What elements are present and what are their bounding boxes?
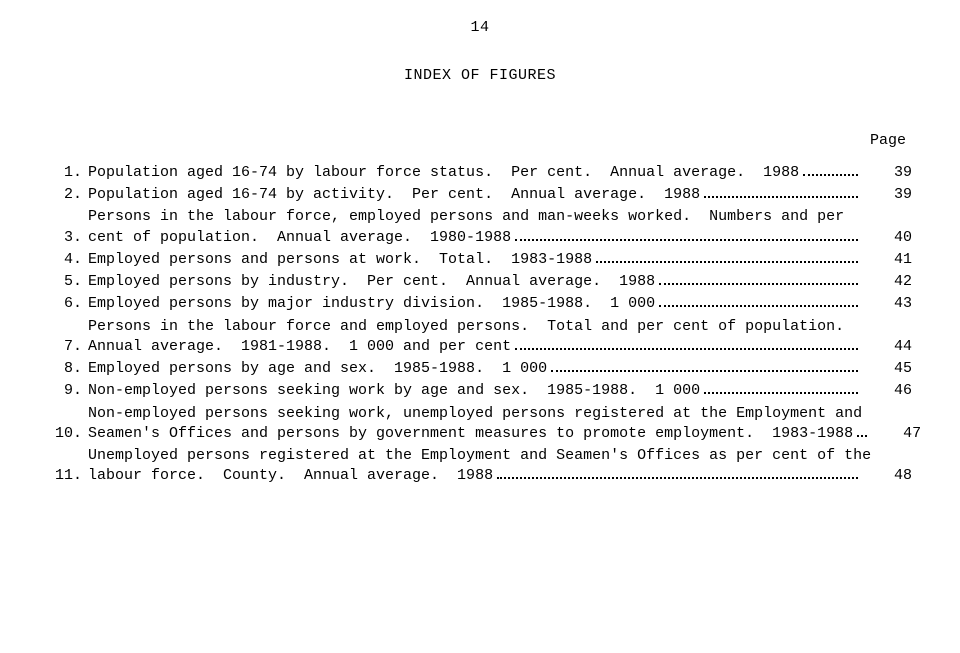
entry-number: 7. xyxy=(48,337,88,357)
entry-page-number: 48 xyxy=(864,466,912,486)
index-entry: 8.Employed persons by age and sex. 1985-… xyxy=(48,359,912,379)
index-title: INDEX OF FIGURES xyxy=(48,66,912,86)
entry-text-line: cent of population. Annual average. 1980… xyxy=(88,228,511,248)
index-entry: 11.Unemployed persons registered at the … xyxy=(48,446,912,487)
entry-text-line: Employed persons and persons at work. To… xyxy=(88,250,592,270)
index-entry: 7.Persons in the labour force and employ… xyxy=(48,317,912,358)
entry-page-number: 39 xyxy=(864,163,912,183)
entry-page-number: 40 xyxy=(864,228,912,248)
dot-leader xyxy=(515,340,858,350)
page-number: 14 xyxy=(48,18,912,38)
dot-leader xyxy=(659,297,858,307)
index-entry: 2.Population aged 16-74 by activity. Per… xyxy=(48,185,912,205)
index-entry: 1.Population aged 16-74 by labour force … xyxy=(48,163,912,183)
entry-text-line: Seamen's Offices and persons by governme… xyxy=(88,424,853,444)
index-entry: 9.Non-employed persons seeking work by a… xyxy=(48,381,912,401)
entry-body: Employed persons and persons at work. To… xyxy=(88,250,912,270)
index-entry: 5.Employed persons by industry. Per cent… xyxy=(48,272,912,292)
entry-number: 5. xyxy=(48,272,88,292)
entry-body: Non-employed persons seeking work, unemp… xyxy=(88,404,921,445)
dot-leader xyxy=(596,253,858,263)
index-entry: 10.Non-employed persons seeking work, un… xyxy=(48,404,912,445)
entry-text-line: Unemployed persons registered at the Emp… xyxy=(88,446,871,466)
index-entry: 4.Employed persons and persons at work. … xyxy=(48,250,912,270)
entry-text-line: Persons in the labour force and employed… xyxy=(88,317,844,337)
entry-page-number: 47 xyxy=(873,424,921,444)
entry-number: 3. xyxy=(48,228,88,248)
dot-leader xyxy=(497,469,858,479)
entry-page-number: 42 xyxy=(864,272,912,292)
entry-page-number: 46 xyxy=(864,381,912,401)
entry-text-line: labour force. County. Annual average. 19… xyxy=(88,466,493,486)
entry-body: Non-employed persons seeking work by age… xyxy=(88,381,912,401)
entry-text-line: Population aged 16-74 by labour force st… xyxy=(88,163,799,183)
dot-leader xyxy=(704,188,858,198)
entry-body: Population aged 16-74 by labour force st… xyxy=(88,163,912,183)
entry-number: 8. xyxy=(48,359,88,379)
entry-text-line: Non-employed persons seeking work, unemp… xyxy=(88,404,862,424)
entry-number: 6. xyxy=(48,294,88,314)
entry-page-number: 43 xyxy=(864,294,912,314)
entry-page-number: 41 xyxy=(864,250,912,270)
entry-body: Employed persons by age and sex. 1985-19… xyxy=(88,359,912,379)
entry-body: Employed persons by major industry divis… xyxy=(88,294,912,314)
entry-text-line: Annual average. 1981-1988. 1 000 and per… xyxy=(88,337,511,357)
dot-leader xyxy=(659,275,858,285)
index-entry: 3.Persons in the labour force, employed … xyxy=(48,207,912,248)
dot-leader xyxy=(704,384,858,394)
entry-number: 10. xyxy=(48,424,88,444)
entry-number: 11. xyxy=(48,466,88,486)
entry-page-number: 39 xyxy=(864,185,912,205)
entry-body: Population aged 16-74 by activity. Per c… xyxy=(88,185,912,205)
entry-text-line: Employed persons by major industry divis… xyxy=(88,294,655,314)
entry-number: 9. xyxy=(48,381,88,401)
dot-leader xyxy=(803,166,858,176)
index-entries: 1.Population aged 16-74 by labour force … xyxy=(48,163,912,487)
entry-page-number: 44 xyxy=(864,337,912,357)
entry-body: Persons in the labour force and employed… xyxy=(88,317,912,358)
dot-leader xyxy=(515,230,858,240)
entry-text-line: Population aged 16-74 by activity. Per c… xyxy=(88,185,700,205)
entry-body: Unemployed persons registered at the Emp… xyxy=(88,446,912,487)
entry-number: 4. xyxy=(48,250,88,270)
entry-number: 1. xyxy=(48,163,88,183)
dot-leader xyxy=(551,362,858,372)
entry-page-number: 45 xyxy=(864,359,912,379)
page-column-heading: Page xyxy=(48,131,912,151)
entry-number: 2. xyxy=(48,185,88,205)
entry-body: Employed persons by industry. Per cent. … xyxy=(88,272,912,292)
dot-leader xyxy=(857,427,867,437)
entry-text-line: Employed persons by industry. Per cent. … xyxy=(88,272,655,292)
entry-text-line: Non-employed persons seeking work by age… xyxy=(88,381,700,401)
entry-text-line: Employed persons by age and sex. 1985-19… xyxy=(88,359,547,379)
entry-text-line: Persons in the labour force, employed pe… xyxy=(88,207,844,227)
index-entry: 6.Employed persons by major industry div… xyxy=(48,294,912,314)
entry-body: Persons in the labour force, employed pe… xyxy=(88,207,912,248)
